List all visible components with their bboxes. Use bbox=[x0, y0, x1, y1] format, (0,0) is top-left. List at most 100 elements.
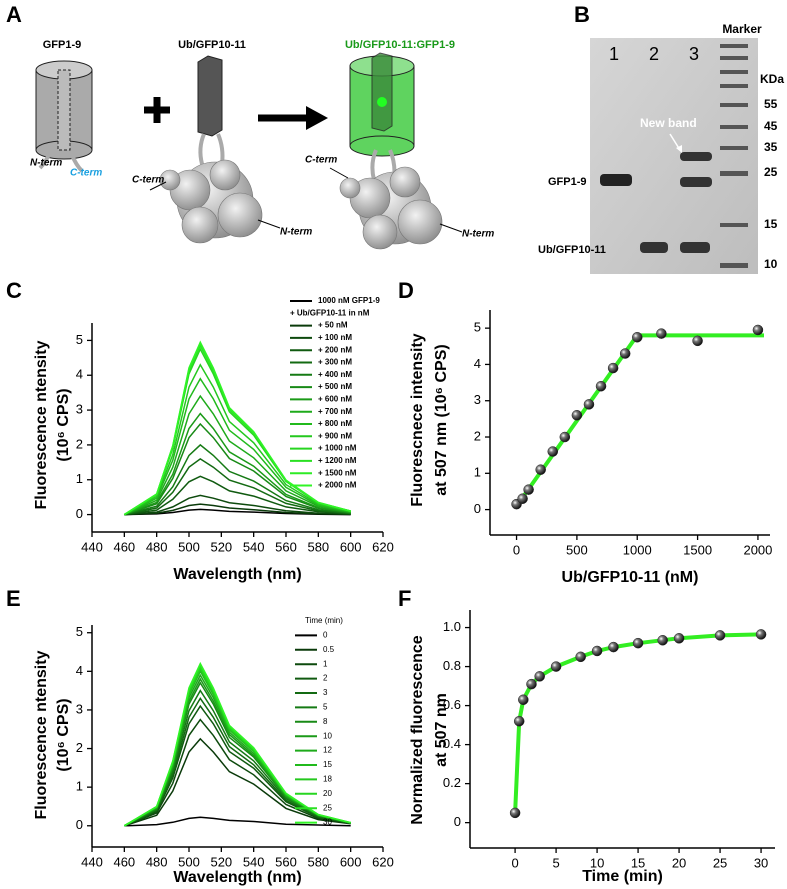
x-tick-label: 620 bbox=[372, 854, 394, 869]
diagram: GFP1-9 Ub/GFP10-11 Ub/GFP10-11:GFP1-9 N-… bbox=[30, 39, 494, 250]
data-point bbox=[755, 629, 767, 640]
panel-label: A bbox=[6, 2, 22, 27]
panel-label: B bbox=[574, 2, 590, 27]
annotation: New band bbox=[640, 116, 697, 130]
legend-label: 18 bbox=[323, 775, 332, 784]
x-tick-label: 620 bbox=[372, 539, 394, 554]
data-point bbox=[692, 335, 703, 347]
ladder bbox=[720, 44, 748, 268]
y-axis-label: Fluorescnece intensity bbox=[409, 333, 426, 506]
fit-line bbox=[514, 333, 764, 508]
legend-label: + 600 nM bbox=[318, 395, 352, 404]
y-tick-label: 0 bbox=[76, 817, 83, 832]
data-point bbox=[571, 409, 583, 421]
unit: KDa bbox=[760, 72, 784, 86]
legend-label: + 800 nM bbox=[318, 419, 352, 428]
plus bbox=[144, 97, 170, 123]
y-tick-label: 0.8 bbox=[443, 658, 461, 673]
data-point bbox=[714, 630, 726, 641]
spectrum-line bbox=[124, 412, 351, 516]
y-tick-label: 2 bbox=[474, 428, 481, 443]
data-point bbox=[752, 324, 764, 336]
spectrum-line bbox=[123, 377, 351, 516]
legend-label: + 1200 nM bbox=[318, 456, 357, 465]
y-axis-label: Fluorescence ntensity bbox=[33, 650, 50, 819]
gel-image bbox=[590, 38, 758, 274]
y-axis-label: (10⁶ CPS) bbox=[55, 388, 72, 461]
y-tick-label: 2 bbox=[76, 436, 83, 451]
data-point bbox=[534, 671, 545, 682]
data-point bbox=[583, 399, 595, 410]
spectrum-line bbox=[124, 737, 351, 827]
data-point bbox=[526, 678, 537, 690]
x-tick-label: 0 bbox=[513, 542, 520, 557]
y-tick-label: 1.0 bbox=[443, 619, 461, 634]
x-tick-label: 30 bbox=[754, 855, 768, 870]
y-tick-label: 5 bbox=[76, 332, 83, 347]
x-tick-label: 500 bbox=[178, 854, 200, 869]
lane-label: 3 bbox=[689, 44, 699, 64]
label: Ub/GFP10-11:GFP1-9 bbox=[345, 39, 455, 51]
spectrum-line bbox=[123, 363, 351, 516]
x-tick-label: 460 bbox=[113, 539, 135, 554]
y-axis-label: Fluorescence ntensity bbox=[33, 340, 50, 509]
legend-label: + 100 nM bbox=[318, 333, 352, 342]
data-point bbox=[656, 328, 667, 339]
legend-label: 0.5 bbox=[323, 645, 335, 654]
x-tick-label: 540 bbox=[243, 854, 265, 869]
y-tick-label: 0 bbox=[454, 814, 461, 829]
data-point bbox=[550, 661, 562, 672]
legend-label: 15 bbox=[323, 760, 332, 769]
x-tick-label: 540 bbox=[243, 539, 265, 554]
x-tick-label: 480 bbox=[146, 854, 168, 869]
data-point bbox=[535, 464, 546, 475]
x-tick-label: 580 bbox=[307, 854, 329, 869]
x-axis-label: Wavelength (nm) bbox=[173, 566, 301, 583]
y-tick-label: 3 bbox=[474, 392, 481, 407]
legend-label: + 300 nM bbox=[318, 358, 352, 367]
band bbox=[680, 177, 712, 187]
data-point bbox=[595, 380, 607, 392]
data-point bbox=[632, 637, 644, 649]
band bbox=[640, 242, 668, 253]
label: Ub/GFP10-11 bbox=[178, 39, 246, 51]
size-label: 55 bbox=[764, 97, 778, 111]
legend-label: + 50 nM bbox=[318, 321, 348, 330]
y-axis-label: at 507 nm (10⁶ CPS) bbox=[433, 344, 450, 495]
size-label: 25 bbox=[764, 165, 778, 179]
lane-label: Marker bbox=[722, 22, 762, 36]
spectrum-line bbox=[123, 661, 351, 827]
label: N-term bbox=[30, 158, 62, 169]
legend-title: + Ub/GFP10-11 in nM bbox=[290, 308, 370, 317]
legend-label: + 700 nM bbox=[318, 407, 352, 416]
linker bbox=[198, 133, 225, 165]
spectrum-line bbox=[124, 422, 351, 516]
y-tick-label: 0.2 bbox=[443, 775, 461, 790]
band bbox=[600, 174, 632, 186]
x-tick-label: 500 bbox=[178, 539, 200, 554]
legend-label: 0 bbox=[323, 631, 328, 640]
x-tick-label: 480 bbox=[146, 539, 168, 554]
data-point bbox=[657, 634, 668, 646]
legend-label: 10 bbox=[323, 731, 332, 740]
x-tick-label: 460 bbox=[113, 854, 135, 869]
size-label: 10 bbox=[764, 257, 778, 271]
ubiquitin bbox=[339, 166, 443, 250]
band bbox=[680, 242, 710, 253]
spectrum-line bbox=[124, 494, 351, 516]
panel-label: D bbox=[398, 278, 414, 303]
gel: Marker 1 2 3 KDa 55 45 35 25 15 10 New b… bbox=[538, 22, 784, 274]
x-tick-label: 5 bbox=[552, 855, 559, 870]
data-point bbox=[509, 807, 521, 819]
legend-label: + 400 nM bbox=[318, 370, 352, 379]
chromophore bbox=[377, 97, 387, 107]
y-tick-label: 3 bbox=[76, 402, 83, 417]
x-tick-label: 500 bbox=[566, 542, 588, 557]
x-tick-label: 560 bbox=[275, 539, 297, 554]
data-point bbox=[517, 493, 528, 504]
legend-label: 20 bbox=[323, 789, 332, 798]
data-point bbox=[523, 484, 534, 495]
x-tick-label: 1500 bbox=[683, 542, 712, 557]
size-label: 35 bbox=[764, 140, 778, 154]
